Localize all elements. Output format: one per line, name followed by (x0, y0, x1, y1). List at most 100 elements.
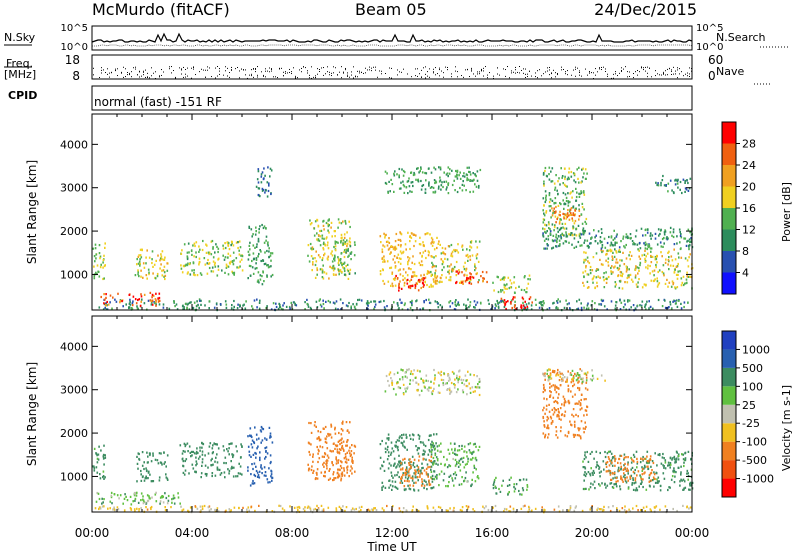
range-cell (197, 457, 200, 460)
range-cell (439, 506, 442, 509)
range-cell (583, 261, 585, 264)
range-cell (553, 371, 556, 374)
range-cell (425, 374, 428, 377)
range-cell (438, 473, 441, 476)
range-cell (367, 508, 370, 511)
range-cell (535, 303, 537, 306)
range-cell (553, 407, 556, 410)
range-cell (626, 281, 629, 284)
range-cell (623, 458, 625, 461)
range-cell (614, 459, 616, 463)
range-cell (428, 298, 430, 301)
range-cell (615, 301, 618, 304)
range-cell (181, 458, 184, 461)
range-cell (548, 410, 551, 413)
range-cell (479, 168, 482, 172)
range-cell (97, 453, 100, 456)
range-cell (433, 179, 436, 182)
range-cell (394, 261, 396, 264)
range-cell (333, 259, 336, 262)
range-cell (589, 452, 592, 455)
range-cell (549, 232, 552, 235)
range-cell (341, 471, 344, 474)
range-cell (492, 506, 494, 509)
range-cell (368, 509, 371, 512)
range-cell (546, 372, 548, 375)
range-cell (454, 384, 456, 387)
range-cell (584, 259, 586, 262)
range-cell (421, 482, 424, 485)
range-cell (574, 219, 577, 223)
range-cell (560, 218, 562, 221)
range-cell (632, 243, 634, 246)
range-cell (251, 482, 254, 485)
range-cell (195, 251, 197, 254)
range-cell (340, 477, 343, 480)
range-cell (207, 506, 210, 509)
cpid-value: normal (fast) -151 RF (94, 95, 222, 109)
range-cell (635, 450, 638, 453)
range-cell (316, 437, 318, 440)
range-cell (405, 509, 408, 512)
range-cell (262, 270, 264, 273)
range-cell (446, 258, 449, 261)
range-cell (669, 456, 672, 459)
range-cell (607, 275, 610, 279)
range-cell (251, 463, 253, 466)
range-cell (687, 478, 689, 481)
range-cell (103, 477, 105, 480)
range-cell (249, 427, 252, 430)
range-cell (236, 307, 239, 310)
range-cell (103, 505, 105, 508)
range-cell (258, 252, 260, 256)
range-cell (634, 276, 637, 279)
x-tick-label: 16:00 (475, 526, 510, 540)
range-cell (269, 454, 272, 457)
range-cell (436, 474, 438, 477)
range-cell (526, 485, 529, 488)
range-cell (617, 461, 619, 464)
range-cell (465, 267, 468, 270)
range-cell (655, 258, 658, 261)
range-cell (681, 191, 683, 195)
range-cell (527, 278, 529, 281)
range-cell (327, 247, 330, 250)
range-cell (573, 222, 576, 225)
range-cell (394, 480, 397, 483)
range-cell (145, 467, 147, 470)
range-cell (451, 302, 454, 305)
range-cell (469, 387, 472, 390)
range-cell (463, 175, 466, 178)
range-cell (686, 240, 688, 243)
range-cell (589, 486, 592, 489)
range-cell (425, 172, 428, 175)
range-cell (409, 240, 411, 243)
range-cell (573, 237, 576, 240)
range-cell (323, 461, 325, 464)
range-cell (447, 182, 450, 185)
range-cell (593, 229, 595, 232)
range-cell (132, 500, 134, 503)
range-cell (614, 242, 616, 245)
range-cell (575, 187, 577, 190)
range-cell (98, 275, 101, 278)
range-cell (92, 465, 94, 468)
range-cell (198, 260, 201, 264)
range-cell (455, 391, 458, 394)
range-cell (635, 283, 638, 286)
range-cell (640, 476, 642, 479)
range-cell (311, 246, 314, 249)
range-cell (101, 505, 104, 508)
range-cell (385, 240, 388, 243)
range-cell (529, 278, 531, 281)
range-cell (663, 477, 666, 480)
range-cell (140, 275, 142, 278)
range-cell (194, 244, 196, 248)
range-cell (173, 496, 176, 500)
range-cell (654, 506, 656, 509)
range-cell (561, 379, 563, 383)
range-cell (573, 420, 576, 423)
range-cell (512, 510, 515, 513)
range-cell (427, 438, 430, 442)
range-cell (636, 457, 638, 460)
